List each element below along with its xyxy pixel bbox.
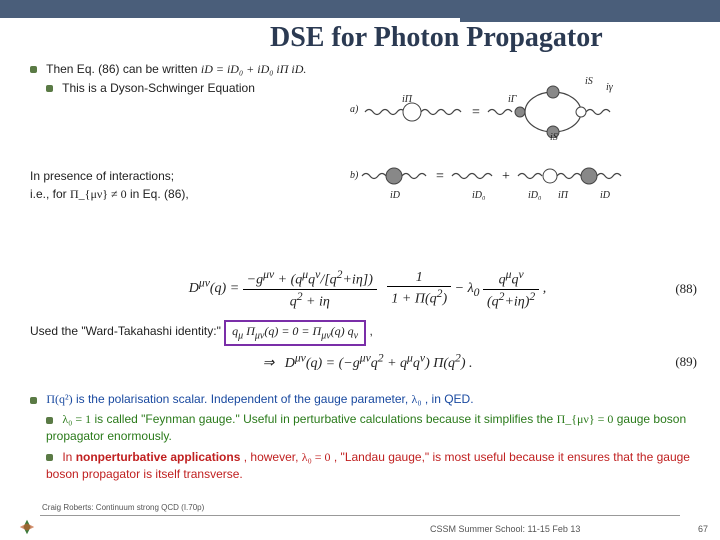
eq89-num: (89)	[675, 354, 697, 370]
svg-text:=: =	[436, 169, 444, 184]
pol-b: is the polarisation scalar. Independent …	[76, 392, 412, 406]
eq88-num: (88)	[675, 281, 697, 297]
label-ipi: iΠ	[402, 94, 412, 105]
diagram-b: = +	[320, 154, 700, 200]
label-id: iD	[390, 190, 400, 201]
eq-89: ⇒ Dμν(q) = (−gμνq2 + qμqν) Π(q2) . (89)	[30, 352, 705, 373]
svg-text:=: =	[472, 105, 480, 120]
line-eq86: Then Eq. (86) can be written iD = iD₀ + …	[30, 62, 705, 77]
footer-rule	[40, 515, 680, 516]
land-d: λ₀ = 0	[302, 450, 331, 464]
eq-88: Dμν(q) = −gμν + (qμqν/[q2+iη]) q2 + iη 1…	[30, 268, 705, 310]
bullet-icon	[46, 454, 53, 461]
land-c: , however,	[244, 450, 302, 464]
line3c: Π_{μν} ≠ 0	[70, 187, 127, 201]
topbar-accent	[460, 14, 720, 22]
bullet-icon	[46, 85, 53, 92]
line3d: in Eq. (86),	[130, 187, 189, 201]
diagram-a: =	[320, 76, 690, 138]
pol-d: , in QED.	[425, 392, 474, 406]
pol-a: Π(q²)	[46, 392, 72, 406]
label-id0b: iD₀	[528, 190, 541, 201]
feyn-b: is called "Feynman gauge." Useful in per…	[94, 412, 556, 426]
label-ipib: iΠ	[558, 190, 568, 201]
svg-text:+: +	[502, 169, 510, 184]
land-b: nonperturbative applications	[76, 450, 241, 464]
ward-box: qμ Πμν(q) = 0 = Πμν(q) qν	[224, 320, 366, 345]
landau-gauge-line: In nonperturbative applications , howeve…	[46, 449, 705, 483]
label-b: b)	[350, 170, 358, 181]
label-igam: iΓ	[508, 94, 516, 105]
pol-c: λ₀	[412, 392, 422, 406]
label-igamma: iγ	[606, 82, 613, 93]
line1-eq: iD = iD₀ + iD₀ iΠ iD.	[201, 62, 307, 76]
bullet-icon	[30, 66, 37, 73]
footer-left: Craig Roberts: Continuum strong QCD (I.7…	[42, 503, 204, 512]
label-idb: iD	[600, 190, 610, 201]
label-a: a)	[350, 104, 358, 115]
feynman-gauge-line: λ₀ = 1 is called "Feynman gauge." Useful…	[46, 411, 705, 445]
logo-icon	[18, 518, 36, 536]
page-number: 67	[698, 524, 708, 534]
ward-line: Used the "Ward-Takahashi identity:" qμ Π…	[30, 320, 705, 345]
ward-intro: Used the "Ward-Takahashi identity:"	[30, 324, 221, 338]
label-is2: iS	[550, 132, 558, 143]
eq89-text: ⇒ Dμν(q) = (−gμνq2 + qμqν) Π(q2) .	[262, 356, 472, 371]
slide-title: DSE for Photon Propagator	[270, 22, 603, 54]
bullet-icon	[30, 397, 37, 404]
label-id0: iD₀	[472, 190, 485, 201]
polarisation-line: Π(q²) is the polarisation scalar. Indepe…	[30, 392, 705, 407]
feyn-a: λ₀ = 1	[62, 412, 91, 426]
content-area: Then Eq. (86) can be written iD = iD₀ + …	[30, 62, 705, 487]
label-is: iS	[585, 76, 593, 87]
feyn-c: Π_{μν} = 0	[557, 412, 614, 426]
land-a: In	[62, 450, 75, 464]
footer-center: CSSM Summer School: 11-15 Feb 13	[430, 524, 580, 534]
line1-text: Then Eq. (86) can be written	[46, 62, 201, 76]
line2-text: This is a Dyson-Schwinger Equation	[62, 81, 255, 95]
line3b: i.e., for	[30, 187, 70, 201]
line3a: In presence of interactions;	[30, 169, 174, 183]
bullet-icon	[46, 417, 53, 424]
eq88-text: Dμν(q) = −gμν + (qμqν/[q2+iη]) q2 + iη 1…	[189, 281, 547, 296]
